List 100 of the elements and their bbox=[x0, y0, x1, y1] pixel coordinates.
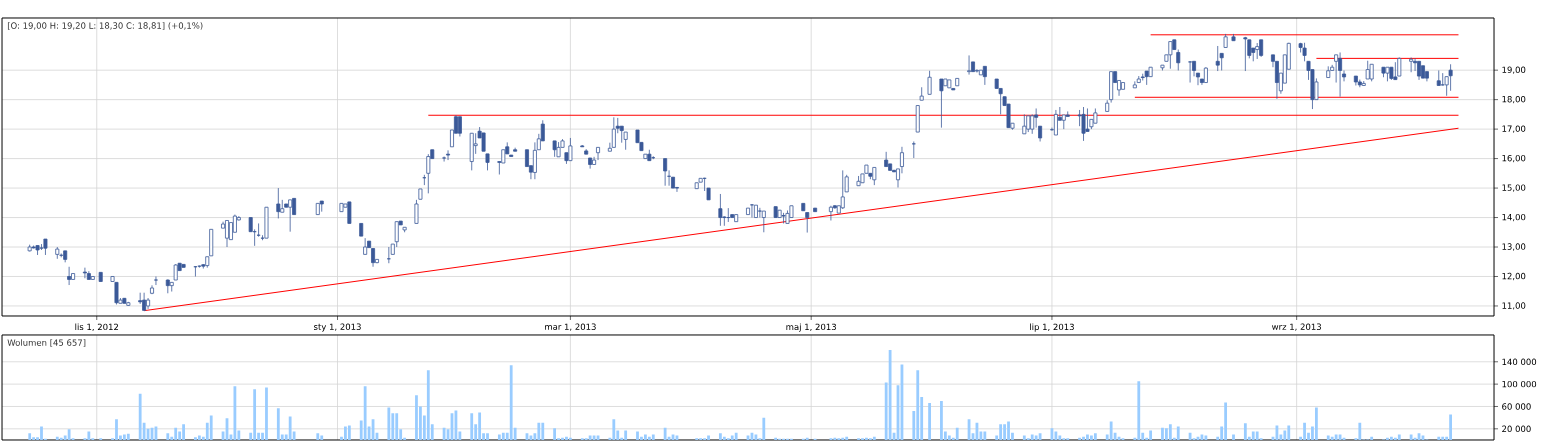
bar bbox=[387, 407, 391, 440]
candlestick bbox=[718, 193, 723, 227]
bar bbox=[67, 429, 71, 440]
bar bbox=[1393, 437, 1397, 440]
bar bbox=[174, 427, 178, 440]
candlestick bbox=[757, 207, 762, 218]
x-tick-label: mar 1, 2013 bbox=[545, 323, 596, 331]
bar bbox=[426, 370, 430, 440]
bar bbox=[486, 433, 489, 440]
bar bbox=[651, 434, 655, 440]
bar bbox=[1030, 434, 1034, 440]
candlestick bbox=[927, 70, 932, 95]
bar bbox=[1086, 434, 1089, 440]
bar bbox=[197, 435, 201, 440]
candlestick bbox=[911, 141, 916, 159]
bar bbox=[209, 415, 213, 440]
bar bbox=[320, 435, 324, 440]
bar bbox=[501, 432, 505, 440]
bar bbox=[640, 436, 643, 440]
bar bbox=[565, 436, 568, 440]
candlestick bbox=[1053, 109, 1058, 136]
candlestick bbox=[1081, 106, 1086, 142]
candlestick bbox=[1196, 72, 1200, 86]
candlestick bbox=[1176, 49, 1181, 71]
bar bbox=[55, 436, 59, 440]
bar bbox=[636, 431, 639, 440]
x-tick-label: lip 1, 2013 bbox=[1030, 323, 1074, 332]
bar bbox=[833, 437, 837, 440]
bar bbox=[722, 436, 726, 440]
bar bbox=[1243, 423, 1247, 440]
bar bbox=[347, 425, 351, 440]
candlestick bbox=[663, 158, 668, 187]
bar bbox=[1303, 422, 1306, 440]
y-tick-label: 16,00 bbox=[1502, 154, 1526, 163]
bar bbox=[253, 389, 257, 440]
bar bbox=[1003, 424, 1006, 440]
bar bbox=[1093, 433, 1097, 440]
candlestick bbox=[82, 267, 87, 279]
bar bbox=[1251, 431, 1255, 440]
candlestick bbox=[596, 146, 601, 161]
candlestick bbox=[828, 205, 833, 221]
bar bbox=[470, 413, 474, 440]
candlestick bbox=[426, 153, 431, 194]
candlestick bbox=[1397, 57, 1402, 77]
bar bbox=[1334, 434, 1338, 440]
bar bbox=[865, 437, 868, 440]
y-tick-label: 17,00 bbox=[1502, 125, 1526, 133]
bar bbox=[1409, 434, 1413, 440]
bar bbox=[1232, 434, 1235, 440]
chart-title: [O: 19,00 H: 19,20 L: 18,30 C: 18,81] (+0,1%) bbox=[7, 22, 203, 30]
bar bbox=[841, 437, 845, 440]
bar bbox=[1441, 436, 1445, 440]
bar bbox=[774, 437, 778, 440]
bar bbox=[395, 413, 399, 440]
bar bbox=[316, 433, 320, 440]
bar bbox=[87, 431, 91, 440]
candlestick bbox=[1448, 63, 1453, 92]
bar bbox=[718, 433, 722, 440]
y-tick-label: 19,00 bbox=[1502, 66, 1526, 74]
candlestick bbox=[153, 276, 158, 286]
bar bbox=[624, 430, 628, 440]
candlestick bbox=[1243, 36, 1248, 72]
bar bbox=[940, 400, 943, 440]
bar bbox=[955, 427, 959, 440]
bar bbox=[122, 434, 126, 440]
bar bbox=[1326, 435, 1330, 440]
bar bbox=[32, 437, 35, 440]
bar bbox=[1204, 435, 1208, 440]
bar bbox=[1437, 436, 1441, 440]
x-tick-label: lis 1, 2012 bbox=[75, 323, 119, 331]
bar bbox=[983, 431, 987, 440]
bar bbox=[40, 426, 43, 440]
y-tick-label: 13,00 bbox=[1502, 243, 1526, 251]
bar bbox=[288, 416, 292, 440]
y-tick-label: 100 000 bbox=[1502, 380, 1537, 388]
candlestick bbox=[840, 169, 845, 210]
bar bbox=[569, 437, 572, 440]
candlestick bbox=[446, 149, 451, 161]
bar bbox=[1370, 436, 1374, 440]
y-tick-label: 20 000 bbox=[1502, 425, 1531, 433]
x-tick-label: wrz 1, 2013 bbox=[1272, 323, 1321, 331]
bar bbox=[1082, 436, 1085, 440]
bar bbox=[541, 422, 545, 440]
bar bbox=[1255, 431, 1259, 440]
candlestick bbox=[1365, 60, 1370, 80]
bar bbox=[166, 433, 170, 440]
bar bbox=[1389, 436, 1393, 440]
bar bbox=[888, 350, 892, 440]
y-tick-label: 140 000 bbox=[1502, 358, 1537, 366]
bar bbox=[344, 426, 347, 440]
bar bbox=[1224, 402, 1228, 440]
bar bbox=[928, 403, 931, 440]
bar bbox=[588, 435, 592, 440]
bar bbox=[1058, 435, 1062, 440]
bar bbox=[1149, 430, 1153, 440]
bar bbox=[805, 437, 809, 440]
bar bbox=[916, 370, 920, 440]
bar bbox=[730, 435, 734, 440]
bar bbox=[126, 433, 130, 440]
bar bbox=[1078, 437, 1081, 440]
